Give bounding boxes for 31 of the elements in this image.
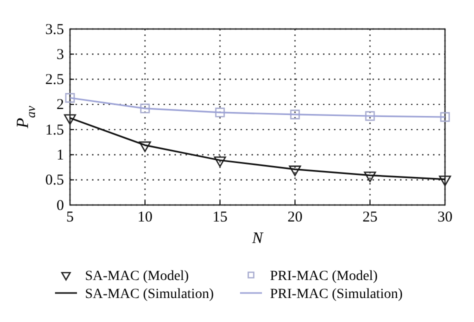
point <box>365 111 375 121</box>
x-tick-label: 20 <box>288 210 302 226</box>
legend-label: SA-MAC (Simulation) <box>85 287 214 302</box>
point <box>364 172 376 182</box>
y-tick-label: 0 <box>56 198 64 214</box>
x-tick-label: 25 <box>362 210 378 226</box>
point <box>440 112 450 122</box>
point <box>215 108 225 118</box>
x-tick-label: 30 <box>438 210 452 226</box>
x-axis-title: N <box>251 230 264 247</box>
point <box>65 93 75 103</box>
x-tick-label: 15 <box>212 210 228 226</box>
point <box>64 114 76 125</box>
x-tick-label: 10 <box>138 210 152 226</box>
point <box>288 166 302 176</box>
y-tick-label: 1.5 <box>45 122 64 138</box>
legend-label: PRI-MAC (Model) <box>270 269 378 284</box>
point <box>438 176 452 186</box>
y-tick-label: 3.5 <box>45 22 64 38</box>
y-tick-label: 1 <box>56 148 64 164</box>
point <box>140 104 150 114</box>
y-tick-label: 3 <box>56 46 64 63</box>
point <box>290 110 300 120</box>
point <box>214 156 226 168</box>
point <box>138 141 152 152</box>
legend-label: PRI-MAC (Simulation) <box>270 287 403 302</box>
y-tick-label: 2 <box>56 97 64 114</box>
legend-label: SA-MAC (Model) <box>85 269 190 284</box>
y-tick-label: 2.5 <box>45 72 64 88</box>
y-tick-label: 0.5 <box>45 172 64 189</box>
x-tick-label: 5 <box>66 210 74 226</box>
